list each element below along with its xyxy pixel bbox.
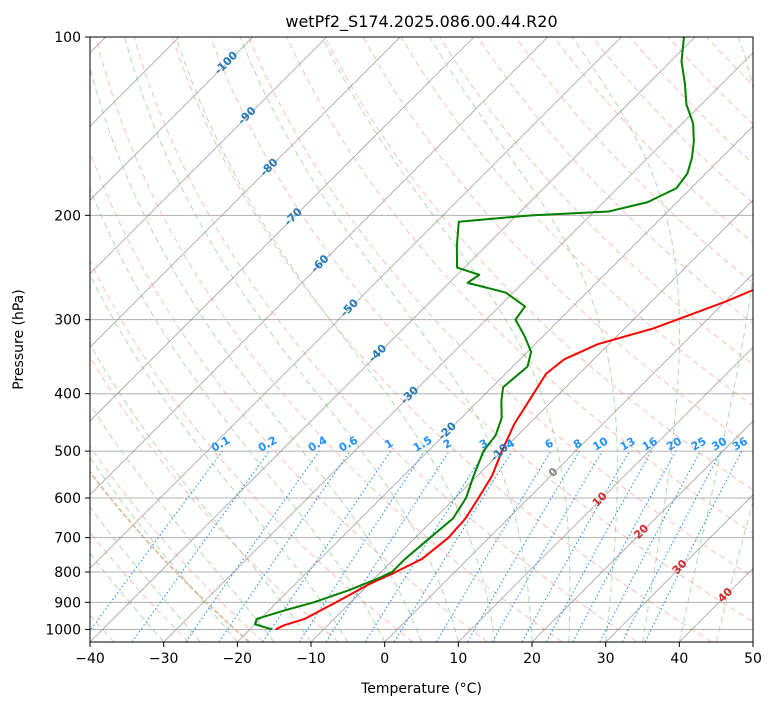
x-tick-label: −10: [296, 651, 326, 667]
parcel-curve: [90, 470, 250, 642]
y-tick-label: 600: [54, 491, 81, 507]
x-axis-ticks: −40 −30 −20 −10 0 10 20 30 40 50: [75, 642, 762, 667]
y-tick-label: 400: [54, 387, 81, 403]
dry-adiabat-line: [90, 259, 414, 642]
x-tick-label: 30: [597, 651, 615, 667]
dry-adiabat-line: [210, 37, 753, 623]
sounding-profiles: [254, 37, 753, 631]
dry-adiabat-line: [95, 37, 563, 642]
moist-adiabat-line: [90, 66, 422, 642]
dry-adiabat-line: [591, 37, 753, 204]
isotherm-line: [163, 52, 753, 642]
dry-adiabat-line: [324, 37, 753, 491]
y-tick-label: 900: [54, 595, 81, 611]
dewpoint-profile-line: [254, 37, 695, 631]
mixing-ratio-line: [185, 450, 320, 642]
moist-adiabat-line: [90, 403, 275, 642]
mixing-ratio-line: [644, 450, 743, 642]
x-tick-label: 40: [670, 651, 688, 667]
temperature-profile-line: [275, 289, 753, 631]
moist-adiabat-line: [124, 37, 459, 642]
mixing-ratio-line: [131, 450, 270, 642]
y-tick-label: 500: [54, 444, 81, 460]
dry-adiabat-line: [248, 37, 753, 578]
moist-adiabat-line: [90, 187, 386, 642]
y-tick-label: 800: [54, 565, 81, 581]
dry-adiabat-line: [477, 37, 753, 325]
mixing-ratio-line: [325, 450, 450, 642]
y-tick-label: 1000: [45, 622, 81, 638]
moist-adiabats: [90, 37, 753, 642]
moist-adiabat-line: [571, 37, 680, 642]
y-axis-label: Pressure (hPa): [11, 289, 27, 389]
x-tick-label: −30: [149, 651, 179, 667]
mixing-ratio-line: [393, 450, 513, 642]
isotherm-line: [90, 37, 475, 422]
plot-frame: [89, 36, 754, 643]
dry-adiabat-line: [515, 37, 753, 284]
y-tick-label: 700: [54, 531, 81, 547]
y-tick-label: 200: [54, 208, 81, 224]
x-tick-label: 0: [380, 651, 389, 667]
isotherm-line: [458, 346, 753, 642]
x-tick-label: 50: [744, 651, 762, 667]
moist-adiabat-line: [321, 37, 571, 642]
dry-adiabat-line: [629, 37, 753, 165]
x-tick-label: −40: [75, 651, 105, 667]
moist-adiabat-line: [90, 456, 238, 642]
isotherm-line: [384, 273, 753, 642]
moist-adiabat-line: [678, 37, 753, 642]
mixing-ratio-lines: [90, 450, 743, 642]
mixing-ratio-line: [90, 450, 223, 632]
moist-adiabat-line: [90, 506, 201, 642]
mixing-ratio-line: [218, 450, 351, 642]
isotherm-line: [237, 125, 753, 642]
y-tick-label: 300: [54, 313, 81, 329]
isotherm-line: [90, 37, 254, 201]
moist-adiabat-line: [239, 37, 533, 642]
isotherm-line: [90, 37, 327, 275]
mixing-ratio-line: [572, 450, 677, 642]
x-tick-label: −20: [223, 651, 253, 667]
y-axis-ticks: 1000 900 800 700 600 500 400 300 200 100: [45, 30, 90, 638]
dry-adiabat-line: [400, 37, 753, 407]
dry-adiabat-line: [133, 37, 638, 642]
mixing-ratio-line: [262, 450, 392, 642]
mixing-ratio-line: [298, 450, 425, 642]
moist-adiabat-line: [175, 37, 496, 642]
moist-adiabat-line: [90, 273, 349, 642]
mixing-ratio-line: [545, 450, 653, 642]
dry-adiabat-line: [171, 37, 712, 642]
y-tick-label: 100: [54, 30, 81, 46]
isotherm-line: [90, 37, 622, 569]
isotherm-line: [90, 37, 548, 496]
moist-adiabat-line: [715, 499, 753, 642]
x-tick-label: 10: [449, 651, 467, 667]
x-axis-label: Temperature (°C): [360, 681, 482, 697]
parcel-curve-line: [90, 470, 250, 642]
isotherm-line: [531, 420, 753, 642]
mixing-ratio-line: [521, 450, 630, 642]
chart-title: wetPf2_S174.2025.086.00.44.R20: [285, 12, 557, 32]
isotherm-line: [90, 37, 401, 348]
dry-adiabat-line: [90, 445, 264, 642]
moist-adiabat-line: [429, 37, 618, 642]
isotherm-line: [605, 494, 753, 642]
x-tick-label: 20: [523, 651, 541, 667]
pressure-gridlines: [90, 37, 753, 630]
